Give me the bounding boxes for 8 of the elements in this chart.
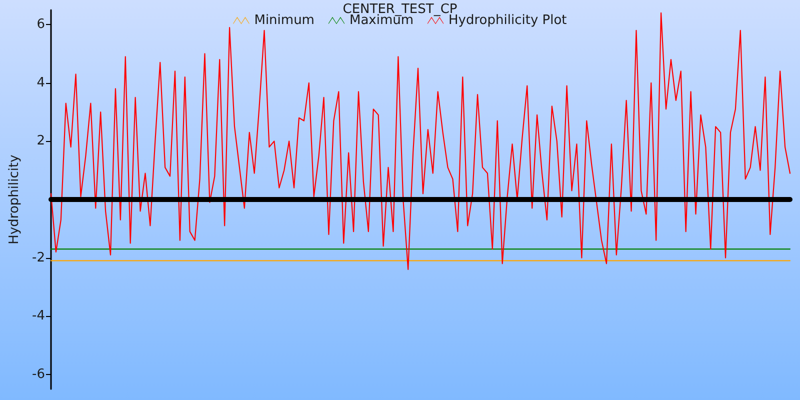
y-tick-label: 2 [36, 134, 45, 149]
y-tick-label: -6 [32, 366, 45, 382]
y-tick-label: -4 [32, 308, 45, 324]
legend-label: Minimum [254, 13, 314, 28]
y-tick-label: 6 [36, 17, 45, 32]
y-tick-label: -2 [32, 250, 45, 266]
y-axis-title: Hydrophilicity [7, 154, 22, 244]
y-tick-label: 4 [36, 75, 45, 90]
